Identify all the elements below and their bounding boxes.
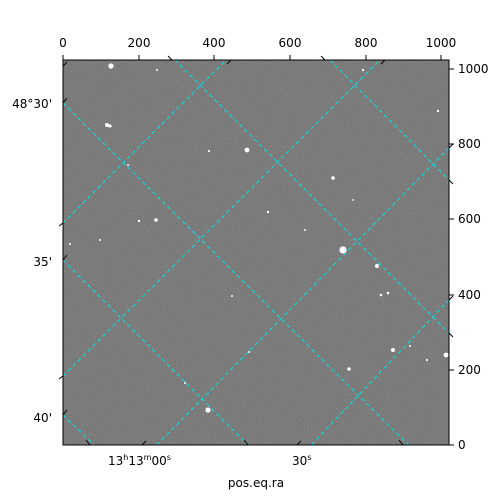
star	[184, 382, 186, 384]
right-tick-label: 200	[458, 363, 481, 377]
top-tick-label: 600	[279, 36, 302, 50]
sky-image	[63, 60, 449, 445]
star	[154, 218, 158, 222]
top-tick-label: 1000	[426, 36, 457, 50]
dec-tick-label: 48°30'	[12, 97, 52, 111]
top-tick-label: 400	[203, 36, 226, 50]
dec-axis: 48°30' 35' 40'	[12, 97, 52, 425]
right-tick-label: 0	[458, 438, 466, 452]
world-axis-ticks	[58, 55, 454, 446]
right-pixel-axis: 0 200 400 600 800 1000	[449, 62, 489, 452]
dec-tick-label: 40'	[33, 411, 52, 425]
top-tick-label: 200	[128, 36, 151, 50]
star	[231, 295, 233, 297]
grid-line	[329, 60, 449, 181]
ra-tick-label: 30s	[292, 453, 311, 468]
grid-line	[63, 60, 227, 224]
right-tick-label: 1000	[458, 62, 489, 76]
star	[375, 264, 379, 268]
star	[331, 176, 335, 180]
star	[266, 210, 270, 214]
ra-tick-label: 13h13m00s	[108, 453, 171, 468]
grid-line	[63, 259, 249, 445]
top-tick-label: 800	[355, 36, 378, 50]
star	[69, 243, 71, 245]
star	[137, 219, 141, 223]
star	[409, 345, 411, 347]
ra-axis: 13h13m00s 30s pos.eq.ra	[108, 453, 311, 490]
star	[425, 358, 429, 362]
star	[436, 109, 440, 113]
star	[127, 164, 129, 166]
star	[108, 124, 112, 128]
star	[105, 123, 109, 127]
star	[443, 352, 449, 358]
right-tick-label: 600	[458, 212, 481, 226]
star	[108, 63, 114, 69]
star	[347, 367, 351, 371]
star	[304, 229, 306, 231]
x-axis-title: pos.eq.ra	[228, 476, 284, 490]
star	[156, 69, 158, 71]
top-tick-label: 0	[59, 36, 67, 50]
star	[391, 348, 395, 352]
star	[386, 291, 390, 295]
grid-line	[156, 147, 449, 445]
right-tick-label: 400	[458, 288, 481, 302]
star	[248, 351, 250, 353]
star	[379, 293, 383, 297]
grid-line	[310, 299, 449, 445]
grid-line	[174, 60, 449, 334]
star	[361, 68, 365, 72]
top-pixel-axis: 0 200 400 600 800 1000	[59, 36, 456, 60]
grid-line	[63, 414, 96, 445]
dec-tick-label: 35'	[33, 255, 52, 269]
grid-line	[63, 60, 381, 377]
plot-frame	[62, 59, 450, 446]
coordinate-grid	[63, 60, 449, 445]
star	[352, 199, 354, 201]
star-field	[69, 63, 449, 413]
star	[244, 147, 250, 153]
right-tick-label: 800	[458, 137, 481, 151]
star	[205, 407, 211, 413]
star	[339, 246, 347, 254]
star	[99, 239, 101, 241]
star	[207, 149, 211, 153]
